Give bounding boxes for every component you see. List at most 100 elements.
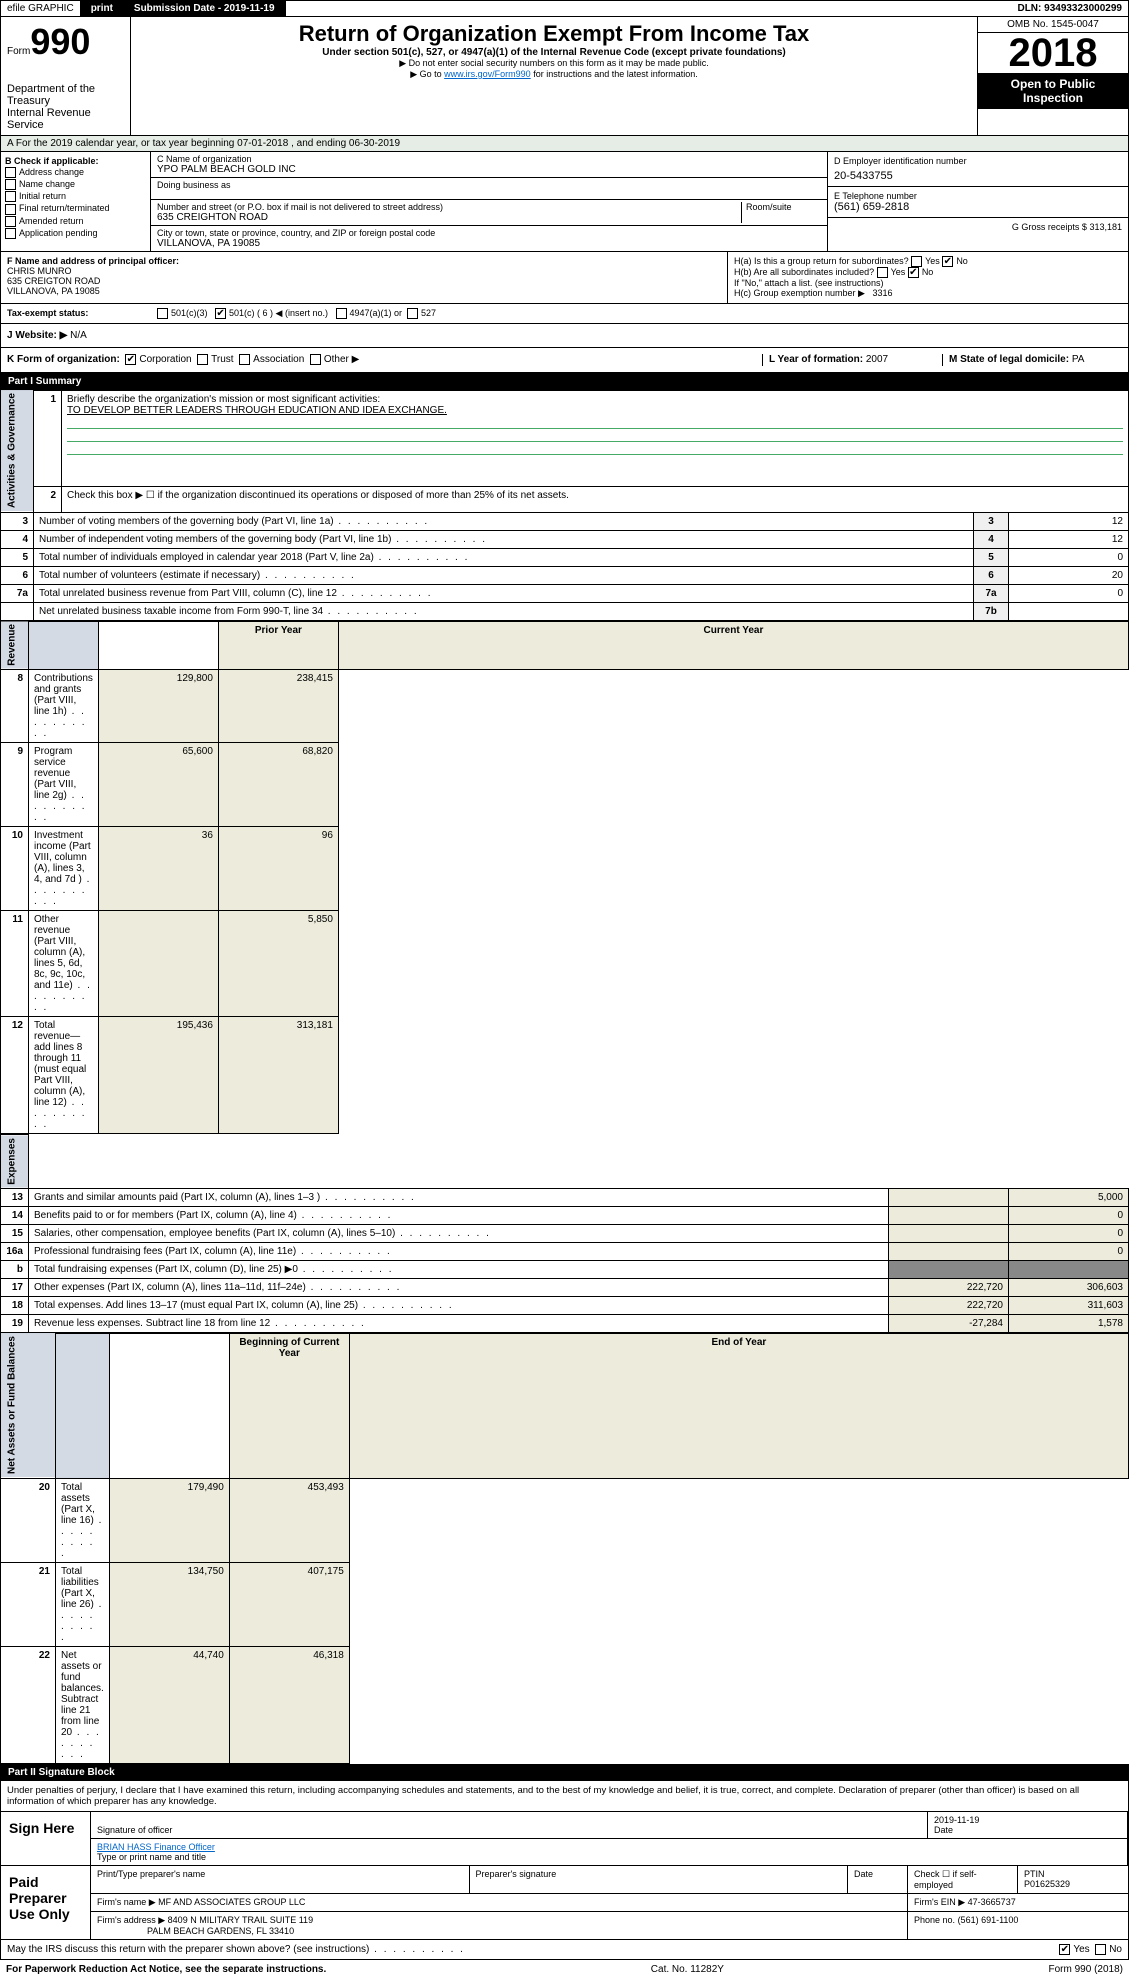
current-year-value: 5,850 bbox=[218, 911, 338, 1017]
city-state-zip: VILLANOVA, PA 19085 bbox=[157, 238, 821, 249]
addr-lbl: Number and street (or P.O. box if mail i… bbox=[157, 202, 741, 212]
hb-note: If "No," attach a list. (see instruction… bbox=[734, 278, 1122, 288]
end-year-value: 46,318 bbox=[229, 1646, 349, 1763]
chk-amended[interactable]: Amended return bbox=[5, 216, 146, 227]
current-year-value: 238,415 bbox=[218, 670, 338, 743]
q1-lbl: Briefly describe the organization's miss… bbox=[67, 394, 380, 405]
prior-year-value bbox=[889, 1242, 1009, 1260]
ptin-value: P01625329 bbox=[1024, 1879, 1070, 1889]
prep-date-lbl: Date bbox=[848, 1866, 908, 1893]
hb-no[interactable] bbox=[908, 267, 919, 278]
line-num: 18 bbox=[1, 1296, 29, 1314]
officer-group-row: F Name and address of principal officer:… bbox=[0, 252, 1129, 304]
officer-addr2: VILLANOVA, PA 19085 bbox=[7, 286, 721, 296]
line-text: Net assets or fund balances. Subtract li… bbox=[56, 1646, 110, 1763]
year-formation-lbl: L Year of formation: bbox=[769, 354, 863, 365]
line-num: 20 bbox=[1, 1478, 56, 1562]
shaded-cell bbox=[1009, 1260, 1129, 1278]
line-text: Salaries, other compensation, employee b… bbox=[29, 1224, 889, 1242]
goto-post: for instructions and the latest informat… bbox=[533, 69, 698, 79]
line-num: 9 bbox=[1, 743, 29, 827]
sign-here-lbl: Sign Here bbox=[1, 1812, 91, 1865]
line-value: 0 bbox=[1009, 548, 1129, 566]
state-domicile-lbl: M State of legal domicile: bbox=[949, 354, 1069, 365]
chk-trust[interactable] bbox=[197, 354, 208, 365]
line-num: 5 bbox=[1, 548, 34, 566]
begin-year-value: 44,740 bbox=[109, 1646, 229, 1763]
current-year-value: 0 bbox=[1009, 1224, 1129, 1242]
line-num: 12 bbox=[1, 1017, 29, 1134]
kform-row: K Form of organization: Corporation Trus… bbox=[0, 348, 1129, 372]
chk-app-pending[interactable]: Application pending bbox=[5, 228, 146, 239]
begin-year-value: 179,490 bbox=[109, 1478, 229, 1562]
dept-label: Department of the Treasury Internal Reve… bbox=[7, 83, 124, 131]
current-year-hdr: Current Year bbox=[338, 621, 1128, 670]
chk-501c[interactable] bbox=[215, 308, 226, 319]
ein-value: 20-5433755 bbox=[834, 170, 1122, 182]
date-lbl: Date bbox=[934, 1825, 953, 1835]
line-text: Revenue less expenses. Subtract line 18 … bbox=[29, 1314, 889, 1332]
ha-no[interactable] bbox=[942, 256, 953, 267]
hc-val: 3316 bbox=[873, 288, 893, 298]
side-revenue: Revenue bbox=[1, 621, 29, 670]
submission-date: Submission Date - 2019-11-19 bbox=[124, 1, 286, 16]
firm-name: MF AND ASSOCIATES GROUP LLC bbox=[158, 1897, 305, 1907]
line-value: 0 bbox=[1009, 584, 1129, 602]
chk-assoc[interactable] bbox=[239, 354, 250, 365]
current-year-value: 96 bbox=[218, 827, 338, 911]
print-button[interactable]: print bbox=[81, 1, 124, 16]
pra-notice: For Paperwork Reduction Act Notice, see … bbox=[6, 1964, 326, 1975]
chk-name-change[interactable]: Name change bbox=[5, 179, 146, 190]
prior-year-value bbox=[889, 1206, 1009, 1224]
tax-status-row: Tax-exempt status: 501(c)(3) 501(c) ( 6 … bbox=[0, 304, 1129, 324]
line-num: 3 bbox=[1, 512, 34, 530]
line-box: 5 bbox=[974, 548, 1009, 566]
chk-corp[interactable] bbox=[125, 354, 136, 365]
officer-lbl: F Name and address of principal officer: bbox=[7, 256, 721, 266]
chk-4947[interactable] bbox=[336, 308, 347, 319]
prior-year-value bbox=[889, 1188, 1009, 1206]
discuss-no[interactable] bbox=[1095, 1944, 1106, 1955]
line-text: Number of voting members of the governin… bbox=[34, 512, 974, 530]
officer-name: CHRIS MUNRO bbox=[7, 266, 721, 276]
prior-year-hdr: Prior Year bbox=[218, 621, 338, 670]
summary-table: Activities & Governance 1 Briefly descri… bbox=[0, 390, 1129, 621]
chk-501c3[interactable] bbox=[157, 308, 168, 319]
current-year-value: 1,578 bbox=[1009, 1314, 1129, 1332]
phone-value: (561) 659-2818 bbox=[834, 201, 1122, 213]
chk-address-change[interactable]: Address change bbox=[5, 167, 146, 178]
sig-date: 2019-11-19 bbox=[934, 1815, 979, 1825]
line-box: 3 bbox=[974, 512, 1009, 530]
chk-other[interactable] bbox=[310, 354, 321, 365]
begin-year-value: 134,750 bbox=[109, 1562, 229, 1646]
prior-year-value: 222,720 bbox=[889, 1278, 1009, 1296]
org-name: YPO PALM BEACH GOLD INC bbox=[157, 164, 821, 175]
chk-initial-return[interactable]: Initial return bbox=[5, 191, 146, 202]
I-lbl: Tax-exempt status: bbox=[7, 308, 88, 318]
ha-yes[interactable] bbox=[911, 256, 922, 267]
instructions-link[interactable]: www.irs.gov/Form990 bbox=[444, 69, 531, 79]
line-text: Contributions and grants (Part VIII, lin… bbox=[29, 670, 99, 743]
line-num: 11 bbox=[1, 911, 29, 1017]
current-year-value: 0 bbox=[1009, 1206, 1129, 1224]
prior-year-value: 195,436 bbox=[98, 1017, 218, 1134]
revenue-table: Revenue Prior Year Current Year 8 Contri… bbox=[0, 621, 1129, 1135]
end-year-value: 407,175 bbox=[229, 1562, 349, 1646]
form-number: 990 bbox=[30, 21, 90, 62]
line-num: 14 bbox=[1, 1206, 29, 1224]
chk-final-return[interactable]: Final return/terminated bbox=[5, 203, 146, 214]
room-suite-lbl: Room/suite bbox=[741, 202, 821, 223]
shaded-cell bbox=[889, 1260, 1009, 1278]
line-text: Other revenue (Part VIII, column (A), li… bbox=[29, 911, 99, 1017]
chk-527[interactable] bbox=[407, 308, 418, 319]
hb-yes[interactable] bbox=[877, 267, 888, 278]
perjury-declaration: Under penalties of perjury, I declare th… bbox=[0, 1781, 1129, 1811]
prior-year-value: 222,720 bbox=[889, 1296, 1009, 1314]
discuss-yes[interactable] bbox=[1059, 1944, 1070, 1955]
state-domicile: PA bbox=[1072, 354, 1085, 365]
officer-name-link[interactable]: BRIAN HASS Finance Officer bbox=[97, 1842, 215, 1852]
line-text: Total assets (Part X, line 16) bbox=[56, 1478, 110, 1562]
line-num: 17 bbox=[1, 1278, 29, 1296]
page-footer: For Paperwork Reduction Act Notice, see … bbox=[0, 1960, 1129, 1979]
line-num: 15 bbox=[1, 1224, 29, 1242]
